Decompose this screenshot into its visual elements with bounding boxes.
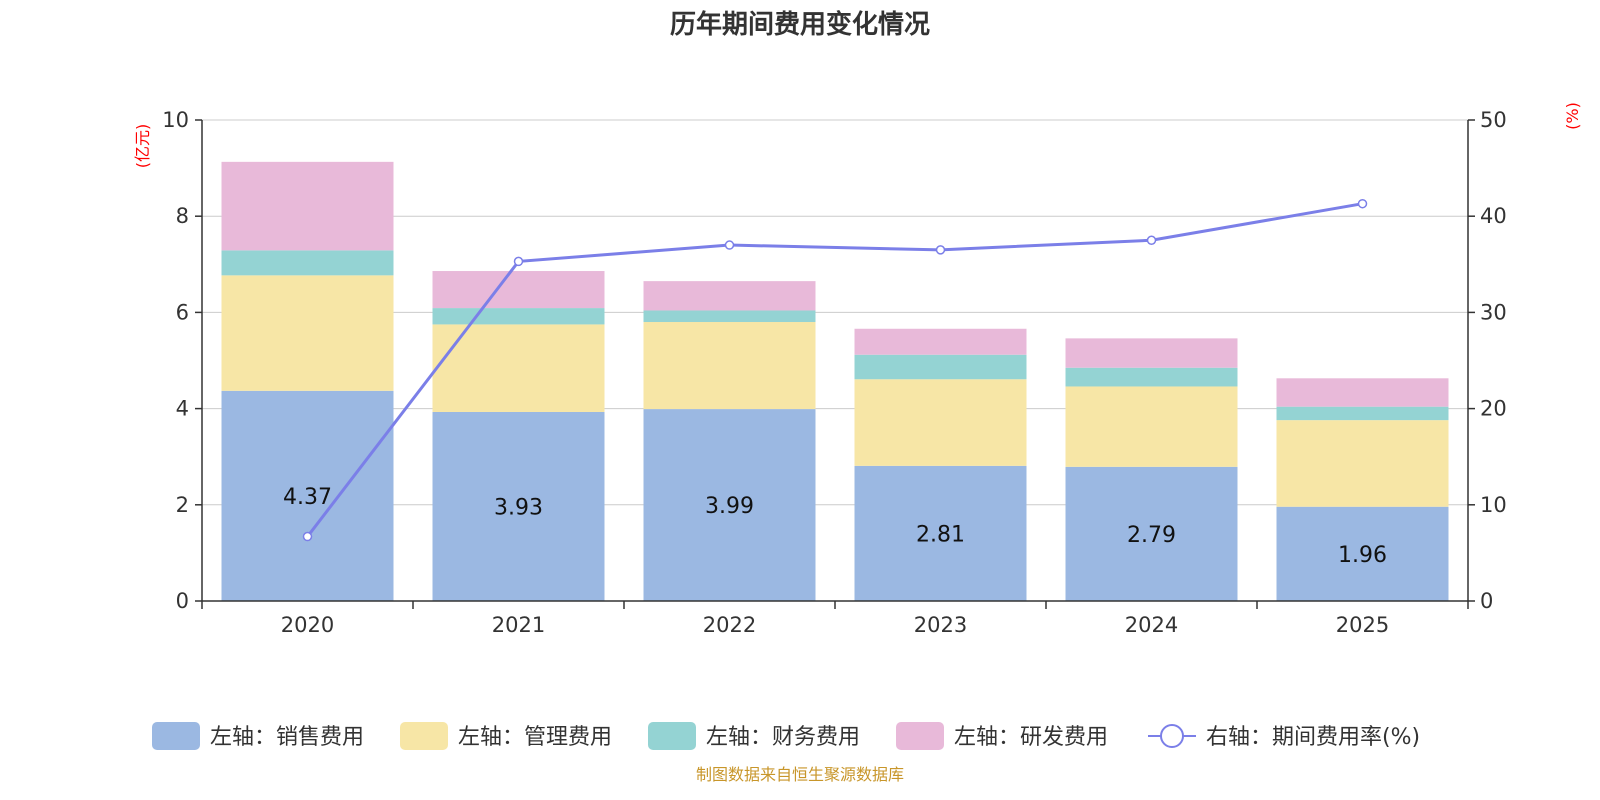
bar-segment [643, 322, 816, 410]
data-label: 2.79 [1127, 523, 1176, 548]
data-label: 3.99 [705, 494, 754, 519]
legend-swatch [400, 722, 448, 750]
bar-segment [221, 161, 394, 251]
right-axis-tick-label: 10 [1480, 493, 1507, 517]
bar-segment [221, 250, 394, 276]
bar-segment [1276, 420, 1449, 507]
left-axis-tick-label: 4 [176, 397, 189, 421]
left-axis-tick-label: 0 [176, 589, 189, 613]
x-axis-tick-label: 2020 [281, 613, 334, 637]
left-axis-tick-label: 6 [176, 300, 189, 324]
right-axis-tick-label: 40 [1480, 204, 1507, 228]
bar-segment [854, 328, 1027, 355]
rate-point [935, 245, 946, 255]
data-label: 2.81 [916, 522, 965, 547]
x-axis-tick-label: 2024 [1125, 613, 1178, 637]
data-label: 4.37 [283, 485, 332, 510]
left-axis-tick-label: 8 [176, 204, 189, 228]
source-footer: 制图数据来自恒生聚源数据库 [696, 765, 904, 784]
bar-segment [1065, 466, 1238, 601]
rate-point [513, 256, 524, 267]
bar-segment [1276, 378, 1449, 407]
rate-point [302, 531, 313, 542]
bar-segment [1276, 506, 1449, 601]
x-axis-tick-label: 2022 [703, 613, 756, 637]
bar-series [221, 161, 1449, 601]
bar-segment [432, 324, 605, 412]
bar-segment [1276, 406, 1449, 421]
legend-label: 左轴：财务费用 [706, 725, 860, 750]
legend-item[interactable]: 左轴：管理费用 [400, 722, 612, 750]
bar-segment [221, 275, 394, 391]
legend-item[interactable]: 左轴：销售费用 [152, 722, 364, 750]
chart-title: 历年期间费用变化情况 [670, 9, 930, 40]
legend[interactable]: 左轴：销售费用 左轴：管理费用 左轴：财务费用 左轴：研发费用 右轴：期间费用率(%) [152, 722, 1420, 750]
x-axis-tick-label: 2021 [492, 613, 545, 637]
legend-label: 左轴：研发费用 [954, 725, 1108, 750]
bar-segment [854, 465, 1027, 601]
axes: 0 2 4 6 8 10 0 10 20 30 40 50 2020 2021 2022 2023 2024 20… [162, 108, 1506, 637]
left-axis-tick-label: 10 [162, 108, 189, 132]
bar-segment [643, 310, 816, 323]
left-axis-tick-label: 2 [176, 493, 189, 517]
right-axis-tick-label: 50 [1480, 108, 1507, 132]
legend-marker [1160, 724, 1184, 748]
legend-label: 右轴：期间费用率(%) [1206, 725, 1420, 750]
rate-line [306, 202, 1363, 538]
legend-label: 左轴：管理费用 [458, 725, 612, 750]
legend-swatch [896, 722, 944, 750]
bar-segment [432, 308, 605, 325]
legend-item[interactable]: 右轴：期间费用率(%) [1148, 724, 1420, 750]
right-axis-unit: (%) [1563, 102, 1582, 130]
legend-swatch [648, 722, 696, 750]
right-axis-tick-label: 20 [1480, 397, 1507, 421]
legend-label: 左轴：销售费用 [210, 725, 364, 750]
rate-point [724, 240, 735, 250]
bar-segment [854, 354, 1027, 380]
left-axis-unit: (亿元) [133, 124, 152, 169]
bar-segment [1065, 386, 1238, 467]
legend-item[interactable]: 左轴：研发费用 [896, 722, 1108, 750]
bar-segment [643, 281, 816, 311]
bar-segment [643, 409, 816, 601]
bar-segment [432, 271, 605, 309]
rate-line-series [302, 198, 1368, 542]
gridlines [202, 119, 1468, 506]
bar-segment [221, 390, 394, 601]
x-axis-tick-label: 2025 [1336, 613, 1389, 637]
data-label: 1.96 [1338, 543, 1387, 568]
legend-swatch [152, 722, 200, 750]
bar-segment [1065, 338, 1238, 368]
bar-segment [1065, 367, 1238, 387]
rate-point [1357, 198, 1368, 209]
right-axis-tick-label: 30 [1480, 300, 1507, 324]
legend-item[interactable]: 左轴：财务费用 [648, 722, 860, 750]
data-labels: 4.37 3.93 3.99 2.81 2.79 1.96 [283, 485, 1387, 568]
bar-segment [854, 379, 1027, 466]
data-label: 3.93 [494, 495, 543, 520]
bar-segment [432, 411, 605, 601]
right-axis-tick-label: 0 [1480, 589, 1493, 613]
rate-point [1146, 235, 1157, 245]
x-axis-tick-label: 2023 [914, 613, 967, 637]
